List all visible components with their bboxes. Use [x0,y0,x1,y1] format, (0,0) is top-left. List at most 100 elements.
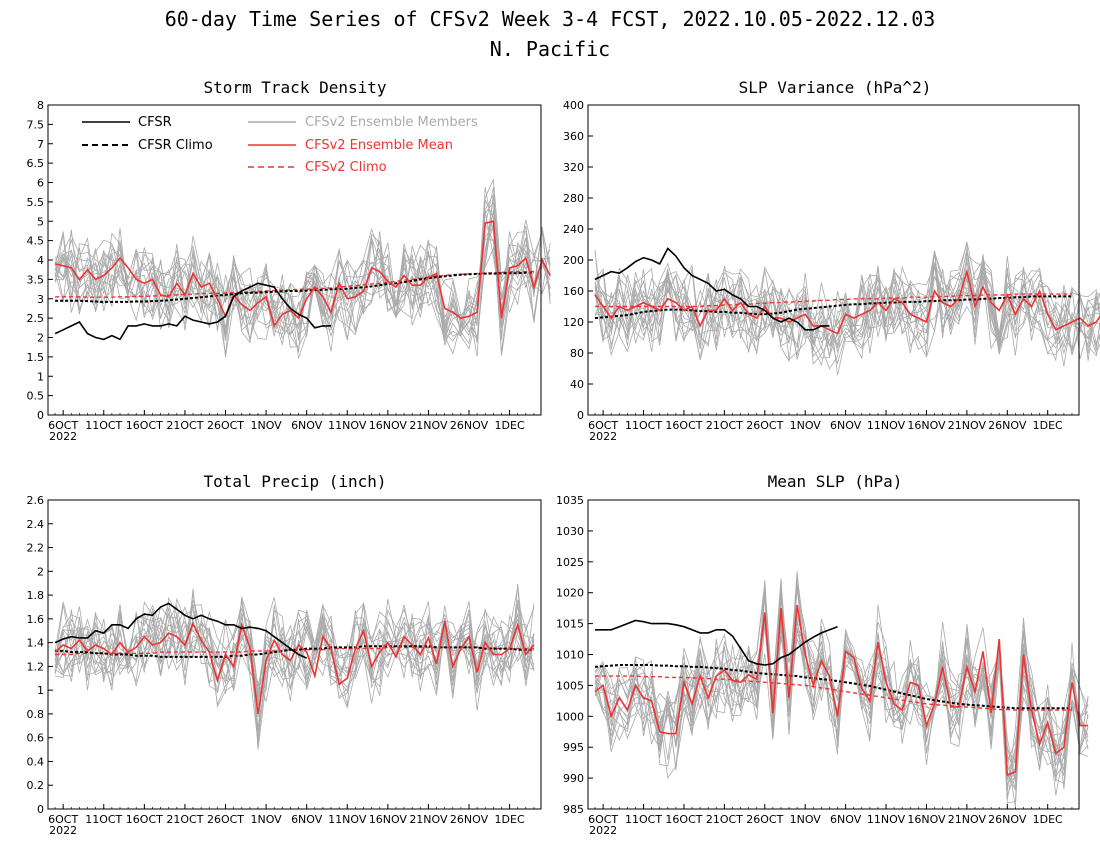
y-tick-label: 200 [563,254,584,267]
y-tick-label: 4 [37,254,44,267]
ensemble-member-line [54,209,551,351]
y-tick-label: 280 [563,192,584,205]
x-tick-label: 26NOV [450,419,489,432]
y-tick-label: 1025 [556,556,584,569]
y-tick-label: 240 [563,223,584,236]
ensemble-member-line [54,228,551,341]
panel-storm-track-density: Storm Track Density 0 0.5 1 1.5 2 2.5 3 3.5 4 4.5… [27,78,551,443]
panel-mean-slp: Mean SLP (hPa) 985 990 995 1000 1005 1010 1015… [556,472,1089,837]
x-tick-label: 16NOV [907,419,946,432]
x-tick-label: 1NOV [250,813,282,826]
y-tick-label: 0.5 [27,390,45,403]
x-tick-label: 16NOV [369,813,408,826]
y-tick-label: 985 [563,803,584,816]
x-tick-label: 21OCT [166,813,203,826]
series-line-cfsr-climo [594,295,1072,320]
x-year-label: 2022 [589,824,617,837]
legend-label-cfsr-climo: CFSR Climo [138,138,213,153]
x-tick-label: 6NOV [291,813,323,826]
ensemble-member-line [54,229,551,333]
x-tick-label: 11OCT [85,419,122,432]
series-line-cfsv2-ensemble-mean [594,604,1089,777]
x-tick-label: 11NOV [328,813,367,826]
x-tick-label: 11NOV [328,419,367,432]
y-tick-label: 160 [563,285,584,298]
ensemble-member-line [54,588,535,731]
x-tick-label: 26OCT [207,419,244,432]
y-tick-label: 6 [37,177,44,190]
x-tick-label: 21OCT [166,419,203,432]
y-tick-label: 1035 [556,494,584,507]
x-year-label: 2022 [49,430,77,443]
y-tick-label: 995 [563,741,584,754]
y-tick-label: 2.6 [27,494,45,507]
y-tick-label: 1020 [556,587,584,600]
x-tick-label: 6OCT [588,813,618,826]
y-tick-label: 7.5 [27,118,45,131]
ensemble-member-line [54,201,551,357]
legend-label-cfsv2-climo: CFSv2 Climo [305,160,387,175]
series-line-cfsv2-climo [595,675,1072,711]
series-line-cfsv2-ensemble-mean [594,268,1100,335]
y-tick-label: 0.2 [27,779,45,792]
x-tick-label: 16NOV [369,419,408,432]
x-tick-label: 16OCT [126,419,163,432]
x-tick-label: 6OCT [48,813,78,826]
x-tick-label: 1DEC [495,419,525,432]
y-tick-label: 8 [37,99,44,112]
y-tick-label: 2.2 [27,542,45,555]
y-tick-label: 1 [37,684,44,697]
panel-title: Total Precip (inch) [203,472,386,491]
x-tick-label: 1DEC [495,813,525,826]
x-tick-label: 21NOV [409,813,448,826]
ensemble-member-line [594,254,1100,361]
panel-title: SLP Variance (hPa^2) [739,78,932,97]
series-line-cfsr [594,247,830,331]
y-tick-label: 0 [37,409,44,422]
x-tick-label: 16OCT [126,813,163,826]
y-tick-label: 2 [37,332,44,345]
x-tick-label: 1NOV [250,419,282,432]
legend-label-members: CFSv2 Ensemble Members [305,115,478,130]
legend-label-cfsr: CFSR [138,115,172,130]
ensemble-member-line [594,584,1089,800]
y-tick-label: 80 [570,347,584,360]
y-tick-label: 990 [563,772,584,785]
x-tick-label: 11NOV [867,813,906,826]
x-tick-label: 1NOV [790,813,822,826]
ensemble-member-line [54,196,551,341]
x-tick-label: 16OCT [665,813,702,826]
series-line-cfsr-climo [55,271,534,303]
x-tick-label: 26NOV [988,813,1027,826]
y-tick-label: 1.6 [27,613,45,626]
y-tick-label: 2.5 [27,312,45,325]
ensemble-member-line [54,587,535,698]
series-line-cfsr-climo [55,645,534,658]
x-tick-label: 11OCT [85,813,122,826]
y-tick-label: 7 [37,138,44,151]
ensemble-member-line [54,601,535,709]
x-year-label: 2022 [589,430,617,443]
y-tick-label: 120 [563,316,584,329]
y-tick-label: 0 [577,409,584,422]
x-tick-label: 26OCT [207,813,244,826]
x-tick-label: 26NOV [988,419,1027,432]
y-tick-label: 6.5 [27,157,45,170]
ensemble-member-line [594,257,1100,367]
ensemble-member-line [55,187,551,353]
y-tick-label: 1005 [556,679,584,692]
x-tick-label: 21NOV [948,419,987,432]
legend: CFSR CFSR Climo CFSv2 Ensemble Members C… [82,115,478,175]
ensemble-member-line [54,187,551,352]
series-line-cfsr [54,602,308,659]
y-tick-label: 0.8 [27,708,45,721]
x-tick-label: 11OCT [625,419,662,432]
ensemble-members [54,583,535,750]
x-tick-label: 16OCT [665,419,702,432]
x-tick-label: 6NOV [830,419,862,432]
series-line-cfsv2-climo [595,293,1072,308]
y-tick-label: 1030 [556,525,584,538]
x-tick-label: 26NOV [450,813,489,826]
x-tick-label: 26OCT [746,419,783,432]
panel-slp-variance: SLP Variance (hPa^2) 0 40 80 120 160 200 240 28… [563,78,1100,443]
